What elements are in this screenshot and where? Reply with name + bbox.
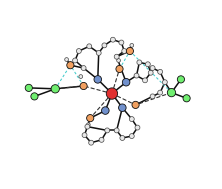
Circle shape <box>158 69 163 74</box>
Circle shape <box>163 80 167 85</box>
Circle shape <box>177 76 184 83</box>
Circle shape <box>67 62 74 69</box>
Circle shape <box>102 43 107 48</box>
Circle shape <box>137 60 142 65</box>
Circle shape <box>87 115 94 122</box>
Circle shape <box>116 65 123 73</box>
Circle shape <box>117 59 121 62</box>
Circle shape <box>94 76 101 83</box>
Circle shape <box>148 70 153 75</box>
Circle shape <box>82 133 87 138</box>
Circle shape <box>105 128 110 133</box>
Circle shape <box>86 123 90 127</box>
Circle shape <box>85 124 90 129</box>
Circle shape <box>119 104 126 112</box>
Circle shape <box>183 95 190 102</box>
Circle shape <box>158 90 163 95</box>
Circle shape <box>110 37 115 42</box>
Circle shape <box>130 43 134 47</box>
Circle shape <box>122 78 130 86</box>
Circle shape <box>114 54 119 59</box>
Circle shape <box>167 88 176 97</box>
Circle shape <box>129 134 134 139</box>
Circle shape <box>119 40 124 45</box>
Circle shape <box>150 94 155 99</box>
Circle shape <box>25 84 32 91</box>
Circle shape <box>79 75 83 78</box>
Circle shape <box>76 49 81 53</box>
Circle shape <box>120 136 125 140</box>
Circle shape <box>99 137 104 142</box>
Circle shape <box>106 88 118 99</box>
Circle shape <box>114 128 119 133</box>
Circle shape <box>87 44 92 49</box>
Circle shape <box>73 58 77 63</box>
Circle shape <box>134 73 139 78</box>
Circle shape <box>96 50 101 55</box>
Circle shape <box>89 140 94 145</box>
Circle shape <box>135 125 140 130</box>
Circle shape <box>126 47 133 55</box>
Circle shape <box>65 58 68 61</box>
Circle shape <box>31 93 38 100</box>
Circle shape <box>80 82 87 90</box>
Circle shape <box>150 66 155 70</box>
Circle shape <box>132 101 139 108</box>
Circle shape <box>143 78 147 83</box>
Circle shape <box>101 107 109 114</box>
Circle shape <box>81 66 86 70</box>
Circle shape <box>51 85 59 93</box>
Circle shape <box>129 117 134 122</box>
Circle shape <box>145 62 150 67</box>
Circle shape <box>122 49 127 53</box>
